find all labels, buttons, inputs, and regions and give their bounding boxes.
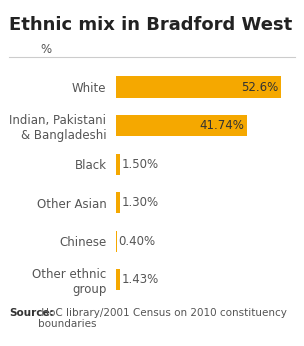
- Text: 52.6%: 52.6%: [241, 81, 278, 93]
- Text: %: %: [40, 43, 51, 56]
- Text: 0.40%: 0.40%: [118, 235, 155, 248]
- Text: 41.74%: 41.74%: [199, 119, 244, 132]
- Text: 1.43%: 1.43%: [122, 273, 159, 286]
- Text: Source:: Source:: [9, 308, 54, 318]
- Bar: [116, 115, 247, 136]
- Bar: [116, 230, 117, 252]
- Text: Ethnic mix in Bradford West: Ethnic mix in Bradford West: [9, 16, 292, 34]
- Bar: [116, 269, 120, 290]
- Text: 1.50%: 1.50%: [122, 158, 159, 171]
- Text: 1.30%: 1.30%: [121, 196, 158, 209]
- Bar: [116, 154, 120, 175]
- Text: HoC library/2001 Census on 2010 constituency
boundaries: HoC library/2001 Census on 2010 constitu…: [38, 308, 287, 329]
- Bar: [116, 192, 119, 213]
- Bar: [116, 76, 281, 98]
